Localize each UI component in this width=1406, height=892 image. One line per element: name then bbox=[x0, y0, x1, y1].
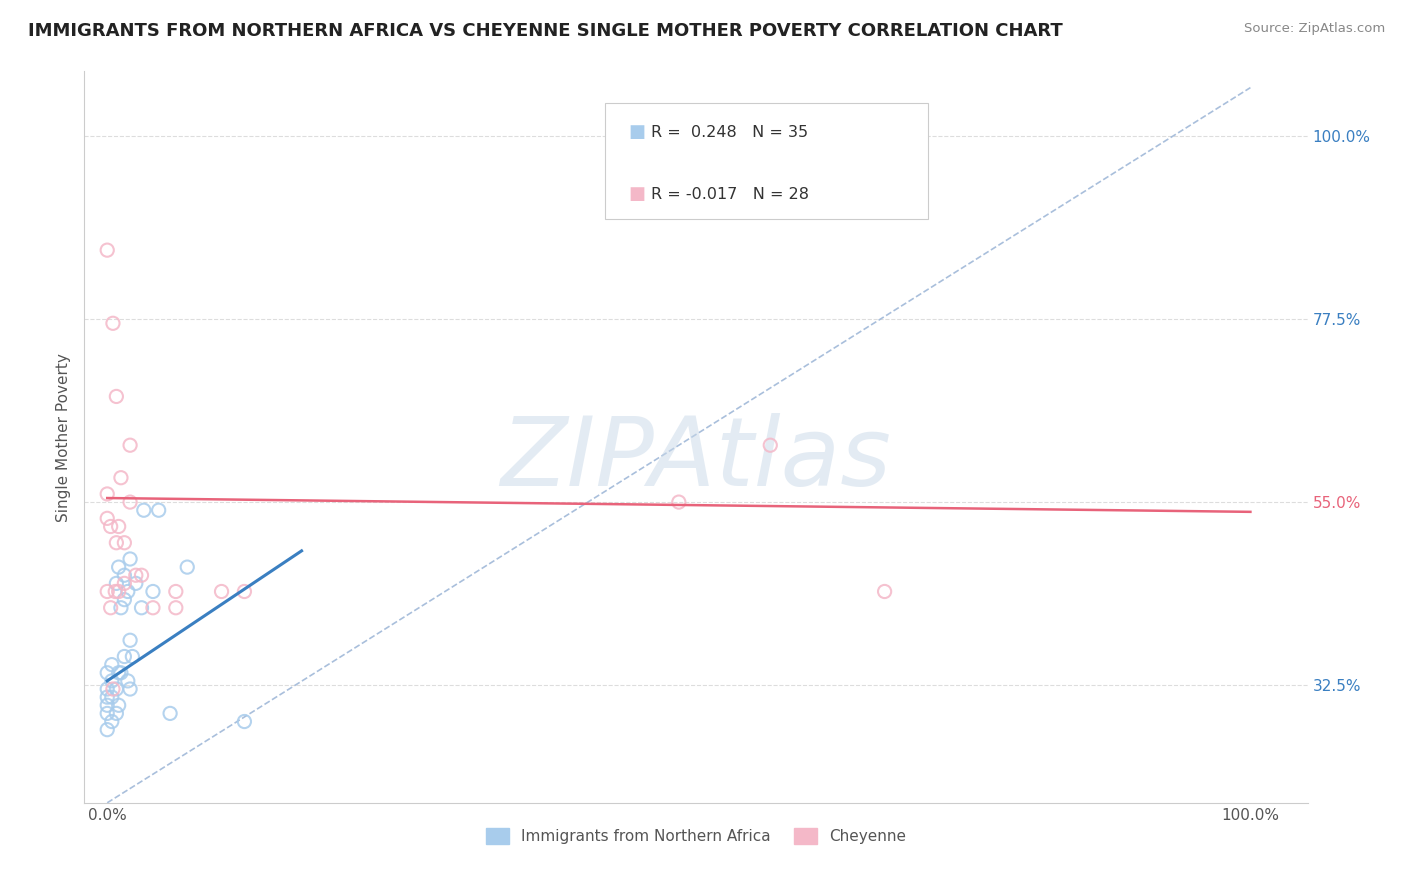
Point bbox=[101, 690, 124, 705]
Point bbox=[131, 568, 153, 582]
Point bbox=[211, 584, 233, 599]
Point bbox=[110, 471, 132, 485]
Point bbox=[96, 681, 118, 696]
Point bbox=[107, 560, 129, 574]
Point bbox=[107, 584, 129, 599]
Point bbox=[120, 495, 142, 509]
Point bbox=[148, 503, 170, 517]
Text: ■: ■ bbox=[628, 186, 645, 203]
Point bbox=[101, 657, 124, 672]
Point bbox=[101, 681, 124, 696]
Point bbox=[165, 600, 187, 615]
Point bbox=[100, 519, 122, 533]
Text: ZIPAtlas: ZIPAtlas bbox=[501, 412, 891, 506]
Point bbox=[233, 714, 256, 729]
Y-axis label: Single Mother Poverty: Single Mother Poverty bbox=[56, 352, 72, 522]
Point bbox=[120, 438, 142, 452]
Point bbox=[104, 584, 127, 599]
Point bbox=[96, 584, 118, 599]
Point bbox=[176, 560, 198, 574]
Point bbox=[107, 519, 129, 533]
Point bbox=[120, 681, 142, 696]
Point bbox=[125, 568, 148, 582]
Point bbox=[96, 243, 118, 257]
Point bbox=[165, 584, 187, 599]
Point bbox=[112, 535, 135, 549]
Text: Source: ZipAtlas.com: Source: ZipAtlas.com bbox=[1244, 22, 1385, 36]
Legend: Immigrants from Northern Africa, Cheyenne: Immigrants from Northern Africa, Cheyenn… bbox=[479, 822, 912, 850]
Point bbox=[132, 503, 155, 517]
Text: IMMIGRANTS FROM NORTHERN AFRICA VS CHEYENNE SINGLE MOTHER POVERTY CORRELATION CH: IMMIGRANTS FROM NORTHERN AFRICA VS CHEYE… bbox=[28, 22, 1063, 40]
Point bbox=[107, 665, 129, 680]
Point bbox=[100, 600, 122, 615]
Point bbox=[121, 649, 143, 664]
Point bbox=[96, 706, 118, 721]
Point bbox=[125, 576, 148, 591]
Point bbox=[96, 665, 118, 680]
Point bbox=[668, 495, 690, 509]
Point bbox=[142, 600, 165, 615]
Point bbox=[117, 584, 139, 599]
Point bbox=[101, 673, 124, 688]
Point bbox=[96, 690, 118, 705]
Point bbox=[759, 438, 782, 452]
Point bbox=[120, 633, 142, 648]
Point bbox=[105, 576, 128, 591]
Point bbox=[105, 535, 128, 549]
Point bbox=[96, 723, 118, 737]
Point bbox=[110, 600, 132, 615]
Point bbox=[873, 584, 896, 599]
Point bbox=[142, 584, 165, 599]
Point bbox=[120, 552, 142, 566]
Point bbox=[101, 316, 124, 330]
Point bbox=[105, 706, 128, 721]
Point bbox=[131, 600, 153, 615]
Point bbox=[96, 487, 118, 501]
Point bbox=[110, 665, 132, 680]
Point bbox=[107, 698, 129, 713]
Point bbox=[112, 568, 135, 582]
Point bbox=[96, 698, 118, 713]
Text: R =  0.248   N = 35: R = 0.248 N = 35 bbox=[651, 125, 808, 139]
Point bbox=[112, 576, 135, 591]
Point bbox=[105, 681, 128, 696]
Text: R = -0.017   N = 28: R = -0.017 N = 28 bbox=[651, 187, 808, 202]
Text: ■: ■ bbox=[628, 123, 645, 141]
Point bbox=[96, 511, 118, 525]
Point bbox=[233, 584, 256, 599]
Point bbox=[105, 389, 128, 403]
Point bbox=[159, 706, 181, 721]
Point bbox=[112, 649, 135, 664]
Point bbox=[101, 714, 124, 729]
Point bbox=[112, 592, 135, 607]
Point bbox=[117, 673, 139, 688]
